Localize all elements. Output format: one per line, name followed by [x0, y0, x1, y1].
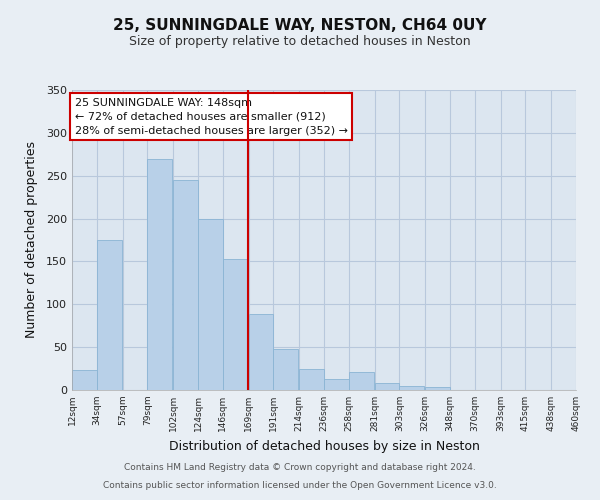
- Bar: [173, 180, 198, 390]
- Bar: [148, 158, 172, 390]
- Bar: [400, 386, 424, 390]
- Text: Contains HM Land Registry data © Crown copyright and database right 2024.: Contains HM Land Registry data © Crown c…: [124, 464, 476, 472]
- Text: Size of property relative to detached houses in Neston: Size of property relative to detached ho…: [129, 35, 471, 48]
- Bar: [374, 383, 400, 390]
- Bar: [274, 349, 298, 390]
- Bar: [324, 379, 349, 390]
- Bar: [349, 372, 373, 390]
- X-axis label: Distribution of detached houses by size in Neston: Distribution of detached houses by size …: [169, 440, 479, 452]
- Y-axis label: Number of detached properties: Number of detached properties: [25, 142, 38, 338]
- Bar: [223, 259, 248, 390]
- Bar: [248, 314, 274, 390]
- Bar: [72, 370, 97, 390]
- Bar: [198, 218, 223, 390]
- Text: 25 SUNNINGDALE WAY: 148sqm
← 72% of detached houses are smaller (912)
28% of sem: 25 SUNNINGDALE WAY: 148sqm ← 72% of deta…: [74, 98, 347, 136]
- Bar: [97, 240, 121, 390]
- Bar: [425, 386, 450, 390]
- Bar: [299, 368, 324, 390]
- Text: 25, SUNNINGDALE WAY, NESTON, CH64 0UY: 25, SUNNINGDALE WAY, NESTON, CH64 0UY: [113, 18, 487, 32]
- Text: Contains public sector information licensed under the Open Government Licence v3: Contains public sector information licen…: [103, 481, 497, 490]
